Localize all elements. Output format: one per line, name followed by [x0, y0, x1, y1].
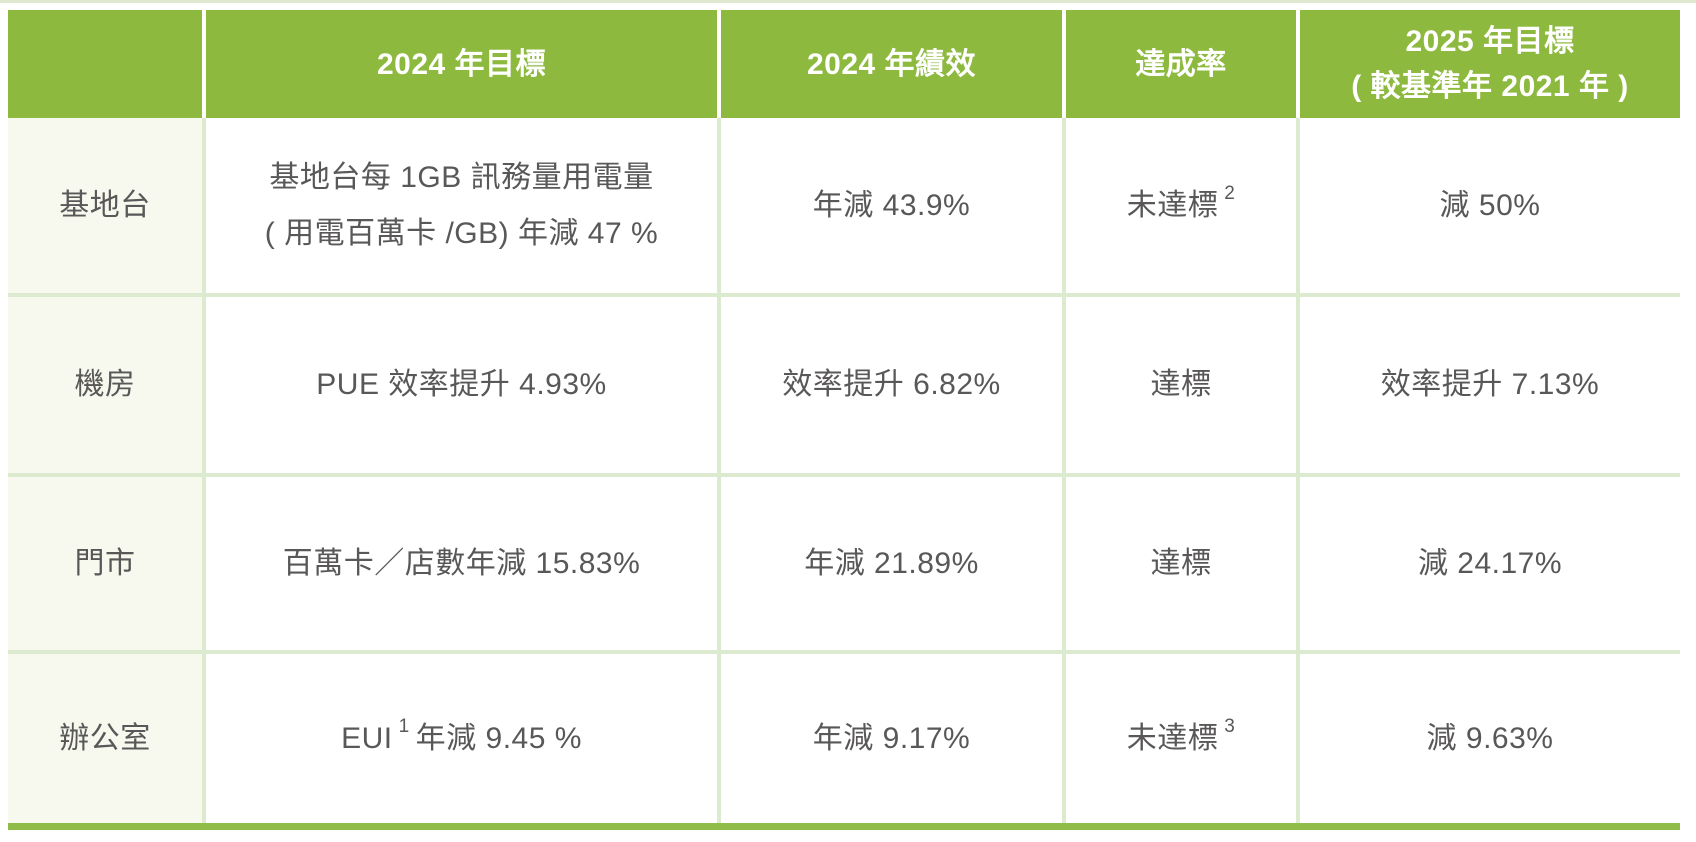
footnote-marker-2: 2 [1224, 182, 1236, 204]
target-line2: ( 用電百萬卡 /GB) 年減 47 % [264, 216, 659, 250]
target-eui-label: EUI [341, 721, 393, 755]
header-target-2024: 2024 年目標 [206, 10, 717, 118]
header-target-2025-line2: ( 較基準年 2021 年 ) [1351, 70, 1629, 103]
target-line1: 基地台每 1GB 訊務量用電量 [269, 161, 654, 194]
row-basestation-performance: 年減 43.9% [721, 118, 1062, 293]
row-office-target: EUI 1 年減 9.45 % [206, 654, 717, 823]
top-rule-divider [0, 0, 1696, 3]
row-office-performance: 年減 9.17% [721, 654, 1062, 823]
row-office-target-2025: 減 9.63% [1300, 654, 1680, 823]
row-store-achievement: 達標 [1066, 477, 1296, 650]
row-basestation-target-2025: 減 50% [1300, 118, 1680, 293]
target-eui-value: 年減 9.45 % [415, 721, 582, 755]
energy-target-table: 2024 年目標 2024 年績效 達成率 2025 年目標 ( 較基準年 20… [8, 10, 1680, 830]
table-body: 基地台 基地台每 1GB 訊務量用電量 ( 用電百萬卡 /GB) 年減 47 %… [8, 118, 1680, 823]
row-store-target: 百萬卡／店數年減 15.83% [206, 477, 717, 650]
row-office-category: 辦公室 [8, 654, 202, 823]
header-performance-2024: 2024 年績效 [721, 10, 1062, 118]
row-datacenter-performance: 效率提升 6.82% [721, 297, 1062, 473]
footnote-marker-1: 1 [398, 715, 410, 737]
row-basestation-category: 基地台 [8, 118, 202, 293]
row-datacenter-category: 機房 [8, 297, 202, 473]
header-achievement-rate: 達成率 [1066, 10, 1296, 118]
row-basestation-target: 基地台每 1GB 訊務量用電量 ( 用電百萬卡 /GB) 年減 47 % [206, 118, 717, 293]
header-target-2025-line1: 2025 年目標 [1405, 25, 1575, 58]
row-basestation-achievement: 未達標 2 [1066, 118, 1296, 293]
row-datacenter-target-2025: 效率提升 7.13% [1300, 297, 1680, 473]
row-store-performance: 年減 21.89% [721, 477, 1062, 650]
row-datacenter-achievement: 達標 [1066, 297, 1296, 473]
header-corner-cell [8, 10, 202, 118]
row-store-category: 門市 [8, 477, 202, 650]
achievement-status: 未達標 [1126, 188, 1219, 222]
row-store-target-2025: 減 24.17% [1300, 477, 1680, 650]
header-target-2025: 2025 年目標 ( 較基準年 2021 年 ) [1300, 10, 1680, 118]
row-office-achievement: 未達標 3 [1066, 654, 1296, 823]
table-header-row: 2024 年目標 2024 年績效 達成率 2025 年目標 ( 較基準年 20… [8, 10, 1680, 118]
bottom-rule-bar [8, 823, 1680, 830]
achievement-status: 未達標 [1126, 721, 1219, 755]
row-datacenter-target: PUE 效率提升 4.93% [206, 297, 717, 473]
footnote-marker-3: 3 [1224, 715, 1236, 737]
